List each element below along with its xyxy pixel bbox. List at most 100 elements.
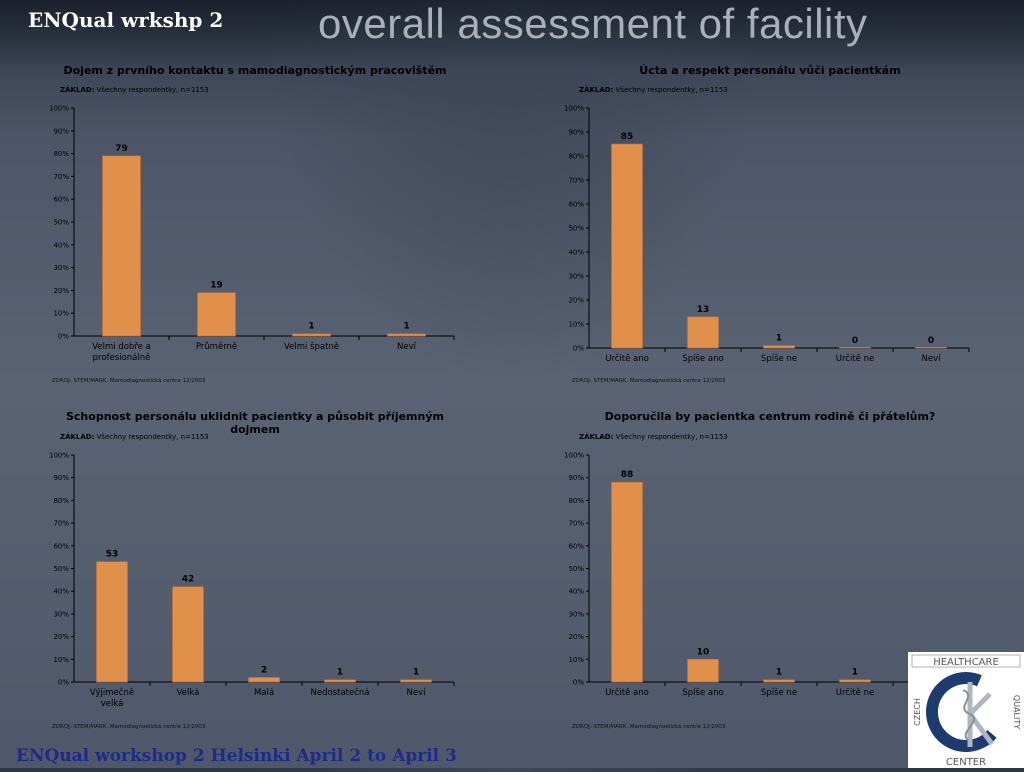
- y-tick-label: 80%: [568, 497, 584, 505]
- category-label: Určitě ano: [605, 353, 649, 364]
- data-label: 0: [852, 336, 858, 346]
- chart-1-base: ZÁKLAD: Všechny respondentky, n=1153: [60, 86, 209, 94]
- data-label: 85: [621, 132, 634, 142]
- bar: [687, 659, 719, 683]
- data-label: 1: [337, 668, 343, 678]
- data-label: 13: [697, 305, 710, 315]
- data-label: 1: [308, 322, 314, 332]
- page-title: overall assessment of facility: [318, 0, 868, 47]
- chart-1-title: Dojem z prvního kontaktu s mamodiagnosti…: [63, 64, 447, 77]
- data-label: 2: [261, 665, 267, 675]
- y-tick-label: 100%: [564, 452, 584, 460]
- bar: [197, 292, 236, 337]
- y-tick-label: 40%: [53, 588, 69, 596]
- bar: [102, 155, 141, 337]
- category-label: Malá: [254, 688, 274, 698]
- bar: [687, 316, 719, 349]
- bar: [611, 481, 643, 683]
- category-label: Neví: [397, 342, 417, 352]
- chart-3-plot: 0% 10% 20% 30% 40% 50% 60% 70% 80% 90% 100% 53 Výjim…: [49, 452, 455, 709]
- data-label: 42: [182, 575, 195, 585]
- y-tick-label: 10%: [53, 656, 69, 664]
- svg-text:HEALTHCARE: HEALTHCARE: [933, 657, 999, 668]
- bar: [96, 561, 128, 683]
- data-label: 10: [697, 647, 710, 657]
- category-label: Velká: [177, 688, 200, 698]
- y-tick-label: 70%: [53, 173, 69, 181]
- y-tick-label: 70%: [53, 520, 69, 528]
- y-tick-label: 20%: [53, 287, 69, 295]
- y-tick-label: 0%: [573, 345, 584, 353]
- healthcare-quality-center-logo: HEALTHCARE CENTER CZECH QUALITY: [908, 652, 1024, 768]
- svg-text:CZECH: CZECH: [913, 698, 922, 726]
- category-label: Určitě ne: [836, 353, 874, 364]
- category-label: Velmi dobře a: [92, 342, 151, 352]
- y-tick-label: 60%: [568, 201, 584, 209]
- bar: [324, 679, 356, 683]
- category-label: Průměrně: [196, 341, 237, 352]
- chart-2-source: ZDROJ: STEM/MARK, Mamodiagnostická centr…: [572, 378, 726, 384]
- footer-text: ENQual workshop 2 Helsinki April 2 to Ap…: [16, 746, 457, 766]
- y-tick-label: 10%: [568, 656, 584, 664]
- y-tick-label: 30%: [53, 610, 69, 618]
- svg-text:CENTER: CENTER: [946, 757, 986, 768]
- bar: [611, 143, 643, 349]
- data-label: 79: [115, 144, 128, 154]
- data-label: 1: [776, 668, 782, 678]
- category-label: Určitě ano: [605, 687, 649, 698]
- y-tick-label: 0%: [58, 333, 69, 341]
- chart-2-base: ZÁKLAD: Všechny respondentky, n=1153: [579, 86, 728, 94]
- y-tick-label: 30%: [568, 610, 584, 618]
- y-tick-label: 70%: [568, 520, 584, 528]
- chart-2-title: Úcta a respekt personálu vůči pacientkám: [639, 64, 901, 77]
- y-tick-label: 90%: [53, 127, 69, 135]
- y-tick-label: 0%: [573, 679, 584, 687]
- data-label: 1: [413, 668, 419, 678]
- y-tick-label: 100%: [49, 105, 69, 113]
- y-tick-label: 20%: [568, 297, 584, 305]
- y-tick-label: 10%: [568, 321, 584, 329]
- y-tick-label: 90%: [568, 129, 584, 137]
- bar: [172, 586, 204, 683]
- y-tick-label: 0%: [58, 679, 69, 687]
- category-label: Neví: [407, 688, 427, 698]
- category-label: Spíše ano: [682, 353, 723, 364]
- data-label: 1: [852, 668, 858, 678]
- chart-3-base: ZÁKLAD: Všechny respondentky, n=1153: [60, 433, 209, 441]
- data-label: 1: [403, 322, 409, 332]
- y-tick-label: 60%: [568, 542, 584, 550]
- y-tick-label: 80%: [53, 497, 69, 505]
- chart-4-base: ZÁKLAD: Všechny respondentky, n=1153: [579, 433, 728, 441]
- data-label: 19: [210, 281, 223, 291]
- category-label: Neví: [922, 354, 942, 364]
- y-tick-label: 100%: [564, 105, 584, 113]
- bar: [839, 346, 871, 349]
- y-tick-label: 80%: [53, 150, 69, 158]
- category-label: profesionálně: [93, 353, 151, 363]
- y-tick-label: 60%: [53, 196, 69, 204]
- category-label: velká: [101, 699, 124, 709]
- data-label: 53: [106, 550, 119, 560]
- chart-4-title: Doporučila by pacientka centrum rodině č…: [604, 410, 936, 423]
- bar: [763, 679, 795, 683]
- y-tick-label: 90%: [568, 474, 584, 482]
- bar: [400, 679, 432, 683]
- chart-1-plot: 0% 10% 20% 30% 40% 50% 60% 70% 80% 90% 100% 79 Velmi…: [49, 105, 455, 363]
- y-tick-label: 50%: [53, 565, 69, 573]
- category-label: Určitě ne: [836, 687, 874, 698]
- y-tick-label: 30%: [53, 264, 69, 272]
- y-tick-label: 20%: [53, 633, 69, 641]
- chart-2-plot: 0% 10% 20% 30% 40% 50% 60% 70% 80% 90% 100% 85 Určit…: [564, 105, 970, 364]
- bar: [839, 679, 871, 683]
- category-label: Velmi špatně: [284, 341, 339, 352]
- category-label: Spíše ne: [761, 353, 797, 364]
- category-label: Spíše ano: [682, 687, 723, 698]
- y-tick-label: 40%: [568, 588, 584, 596]
- background-trees: [0, 0, 1024, 70]
- y-tick-label: 100%: [49, 452, 69, 460]
- workshop-label: ENQual wrkshp 2: [28, 8, 224, 32]
- data-label: 0: [928, 336, 934, 346]
- y-tick-label: 60%: [53, 542, 69, 550]
- svg-text:QUALITY: QUALITY: [1012, 695, 1021, 729]
- chart-1-source: ZDROJ: STEM/MARK, Mamodiagnostická centr…: [52, 378, 206, 384]
